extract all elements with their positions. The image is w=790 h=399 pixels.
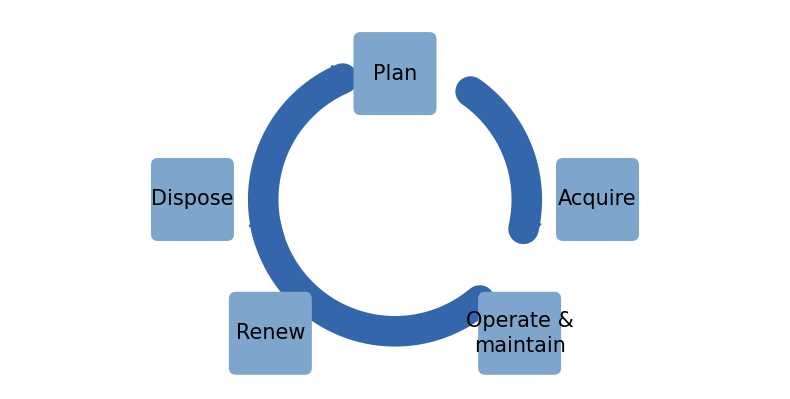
Text: Plan: Plan: [373, 63, 417, 84]
Polygon shape: [250, 204, 279, 226]
Text: Renew: Renew: [235, 323, 305, 343]
Text: Dispose: Dispose: [151, 190, 234, 209]
FancyBboxPatch shape: [229, 292, 312, 375]
Polygon shape: [332, 66, 356, 94]
FancyBboxPatch shape: [478, 292, 561, 375]
Text: Operate &
maintain: Operate & maintain: [465, 311, 574, 356]
FancyBboxPatch shape: [151, 158, 234, 241]
FancyBboxPatch shape: [556, 158, 639, 241]
Text: Acquire: Acquire: [559, 190, 637, 209]
FancyBboxPatch shape: [353, 32, 437, 115]
Polygon shape: [513, 215, 541, 240]
